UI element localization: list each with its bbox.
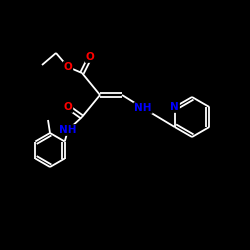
Text: O: O <box>64 102 72 112</box>
Text: NH: NH <box>59 125 77 135</box>
Text: NH: NH <box>134 103 152 113</box>
Text: N: N <box>170 102 179 112</box>
Text: O: O <box>64 62 72 72</box>
Text: O: O <box>86 52 94 62</box>
